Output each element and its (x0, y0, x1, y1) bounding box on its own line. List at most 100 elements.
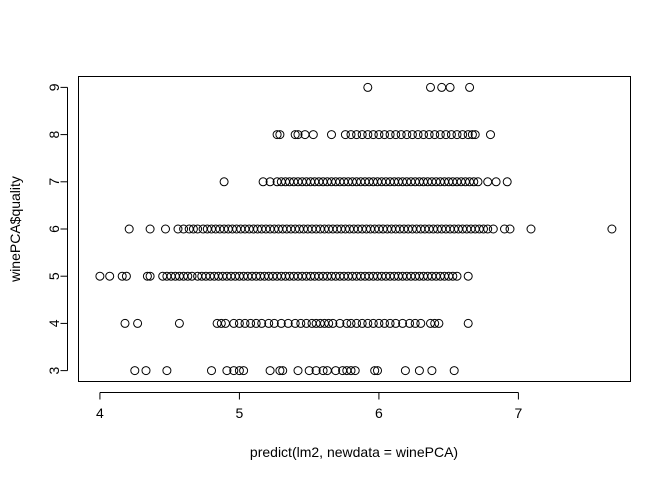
data-point (446, 130, 456, 140)
data-point (452, 271, 462, 281)
data-point (342, 318, 352, 328)
data-point (363, 82, 373, 92)
data-point (391, 318, 401, 328)
data-point (265, 366, 275, 376)
data-point (419, 130, 428, 140)
plot-frame (78, 76, 631, 382)
data-point (463, 130, 473, 140)
data-point (179, 224, 189, 234)
data-point (470, 130, 480, 140)
data-point (141, 366, 151, 376)
y-tick-label: 5 (46, 272, 62, 280)
y-tick-label: 4 (46, 319, 62, 327)
x-tick-label: 5 (236, 405, 244, 421)
data-point (449, 366, 459, 376)
data-point (488, 224, 498, 234)
data-point (502, 177, 512, 187)
x-tick-label: 4 (96, 405, 104, 421)
data-point (304, 366, 314, 376)
data-point (293, 130, 303, 140)
x-tick-label: 6 (375, 405, 383, 421)
data-point (311, 366, 321, 376)
data-point (486, 130, 495, 140)
data-point (121, 271, 131, 281)
y-tick-label: 3 (46, 367, 62, 375)
data-point (183, 271, 193, 281)
data-point (275, 130, 285, 140)
data-point (265, 177, 275, 187)
data-point (413, 130, 423, 140)
data-point (327, 130, 336, 140)
data-point (491, 177, 501, 187)
data-point (483, 224, 493, 234)
data-point (405, 318, 415, 328)
y-tick-label: 7 (46, 178, 62, 186)
data-point (352, 318, 362, 328)
y-axis-label: winePCA$quality (7, 176, 23, 283)
data-point (357, 318, 367, 328)
data-point (328, 318, 338, 328)
data-point (473, 177, 483, 187)
data-point (187, 271, 197, 281)
data-point (346, 318, 356, 328)
data-point (251, 318, 261, 328)
data-point (145, 224, 155, 234)
data-point (430, 318, 440, 328)
data-point (350, 366, 360, 376)
data-point (174, 318, 184, 328)
data-point (435, 130, 445, 140)
data-point (505, 224, 515, 234)
data-point (173, 224, 183, 234)
data-point (335, 318, 345, 328)
data-point (416, 318, 426, 328)
data-point (448, 271, 458, 281)
data-point (479, 224, 488, 234)
data-point (368, 318, 378, 328)
data-point (290, 130, 300, 140)
data-point (373, 366, 382, 376)
data-point (385, 130, 395, 140)
data-point (402, 130, 412, 140)
data-point (363, 130, 373, 140)
data-point (526, 224, 536, 234)
data-point (130, 366, 140, 376)
y-axis: 3 4 5 6 7 8 9 (46, 83, 68, 375)
data-point (283, 318, 293, 328)
data-point (229, 366, 239, 376)
data-point (207, 366, 216, 376)
data-point (234, 366, 244, 376)
data-point (352, 130, 362, 140)
y-tick-label: 8 (46, 130, 62, 138)
data-point (293, 366, 303, 376)
data-point (133, 318, 143, 328)
data-point (452, 130, 462, 140)
data-point (219, 177, 229, 187)
data-point (222, 366, 232, 376)
y-tick-label: 6 (46, 225, 62, 233)
data-point (430, 130, 440, 140)
data-point (193, 224, 203, 234)
data-point (246, 318, 256, 328)
data-point (276, 318, 286, 328)
data-point (410, 318, 420, 328)
data-point (188, 224, 198, 234)
data-point (414, 366, 424, 376)
data-point (124, 224, 134, 234)
data-point (434, 318, 444, 328)
data-point (380, 318, 389, 328)
data-point (120, 318, 130, 328)
data-point (357, 130, 367, 140)
data-point (463, 271, 473, 281)
x-axis: 4 5 6 7 (96, 392, 523, 421)
data-point (368, 130, 378, 140)
data-point (427, 366, 437, 376)
data-point (272, 130, 282, 140)
data-point (95, 271, 105, 281)
data-point (370, 366, 380, 376)
data-point (264, 318, 274, 328)
data-point (398, 318, 408, 328)
data-point (308, 130, 318, 140)
data-point (483, 177, 493, 187)
data-point (269, 318, 279, 328)
